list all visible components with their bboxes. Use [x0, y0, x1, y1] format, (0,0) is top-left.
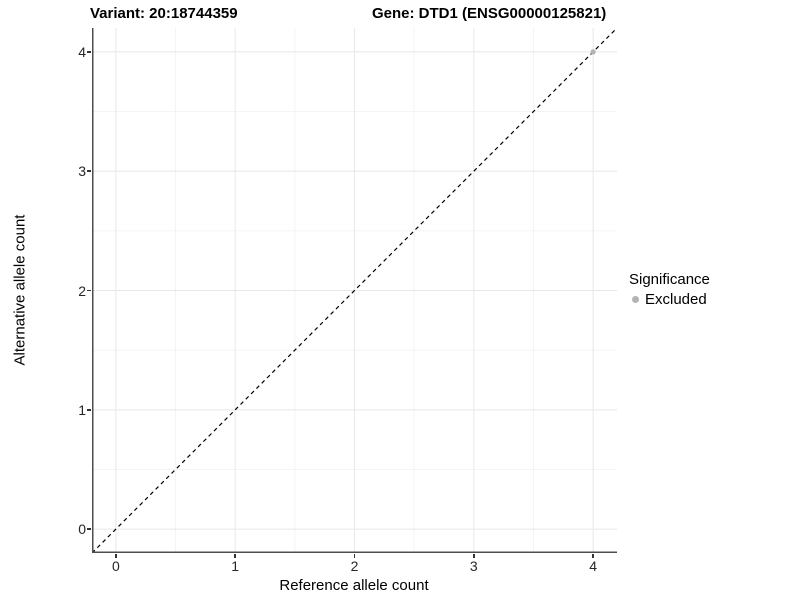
y-tick-mark	[87, 528, 91, 530]
data-point-excluded	[590, 49, 596, 55]
x-tick-label: 2	[350, 558, 359, 574]
y-tick-label: 3	[78, 163, 86, 180]
x-tick-mark	[115, 553, 117, 558]
plot-title-gene: Gene: DTD1 (ENSG00000125821)	[372, 5, 607, 22]
y-tick-mark	[87, 289, 91, 292]
legend-entry-label: Excluded	[645, 291, 707, 308]
x-tick-mark	[592, 553, 594, 558]
y-tick-label: 1	[78, 401, 86, 418]
x-tick-label: 4	[589, 558, 598, 574]
legend-point-icon	[632, 296, 639, 303]
plot-title-variant: Variant: 20:18744359	[90, 5, 238, 22]
x-tick-label: 0	[111, 558, 120, 574]
y-tick-mark	[87, 170, 91, 172]
y-tick-label: 4	[78, 43, 86, 60]
legend: Significance Excluded	[629, 271, 710, 308]
scatter-plot-canvas	[92, 28, 617, 553]
x-tick-mark	[473, 553, 475, 558]
y-tick-label: 2	[78, 282, 86, 299]
identity-reference-line	[92, 28, 617, 553]
x-tick-mark	[234, 553, 236, 558]
x-axis-title: Reference allele count	[279, 577, 429, 594]
y-axis-title: Alternative allele count	[11, 214, 29, 366]
y-tick-mark	[87, 409, 91, 411]
x-tick-label: 1	[231, 558, 240, 574]
plot-panel	[92, 28, 617, 553]
x-tick-label: 3	[469, 558, 478, 574]
y-tick-mark	[87, 51, 91, 53]
x-tick-mark	[353, 553, 356, 558]
legend-title: Significance	[629, 271, 710, 288]
legend-entry-excluded: Excluded	[629, 291, 710, 308]
y-tick-label: 0	[78, 521, 86, 538]
